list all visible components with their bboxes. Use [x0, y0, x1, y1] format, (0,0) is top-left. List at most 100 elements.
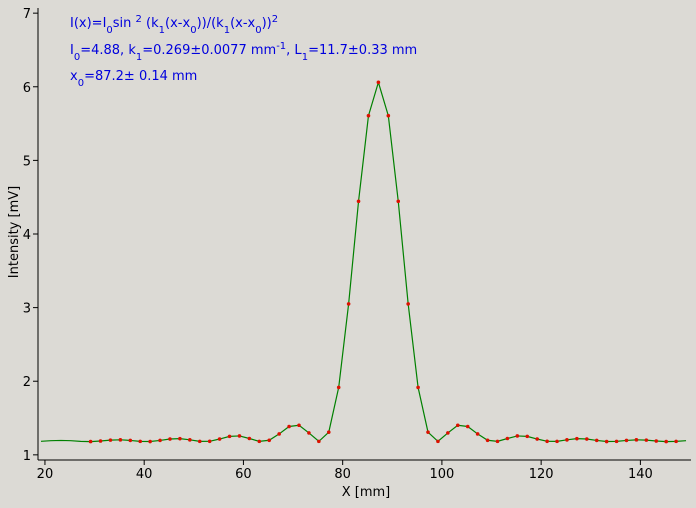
data-point — [237, 434, 242, 438]
annotation-part: 1 — [159, 25, 165, 36]
data-point — [247, 436, 252, 441]
y-tick-label: 3 — [23, 302, 31, 317]
data-point — [485, 438, 490, 443]
x-tick-label: 80 — [334, 467, 351, 482]
annotation-part: 0 — [78, 78, 84, 89]
y-tick-label: 6 — [23, 81, 31, 96]
data-point — [207, 439, 212, 444]
data-point — [386, 113, 391, 118]
y-axis-label: Intensity [mV] — [7, 186, 22, 278]
annotation-part: I — [70, 43, 74, 58]
data-point — [307, 431, 311, 435]
data-point — [197, 439, 202, 444]
x-tick-label: 60 — [235, 467, 252, 482]
data-point — [376, 80, 381, 85]
data-point — [525, 434, 530, 439]
data-point — [277, 432, 281, 436]
data-point — [356, 199, 361, 204]
data-point — [88, 439, 93, 444]
data-point — [148, 439, 152, 444]
annotation-part: (k — [142, 16, 159, 31]
data-point — [505, 436, 510, 441]
data-point — [575, 436, 579, 441]
fit-line — [40, 80, 687, 443]
annotation-part: 2 — [272, 14, 278, 25]
y-tick-label: 7 — [23, 7, 31, 22]
annotation-part: (x-x — [165, 16, 190, 31]
data-point — [326, 430, 331, 434]
annotation-part: 0 — [190, 25, 196, 36]
annotation-part: sin — [113, 16, 136, 31]
data-point — [366, 113, 371, 118]
data-point — [455, 423, 460, 428]
y-tick-label: 4 — [23, 228, 31, 243]
data-point — [465, 424, 470, 429]
data-point — [346, 302, 351, 306]
annotation-part: 1 — [302, 52, 308, 63]
data-point — [654, 439, 659, 443]
annotation-part: ))/(k — [197, 16, 225, 31]
annotation-part: 0 — [255, 25, 261, 36]
data-point — [584, 437, 589, 441]
data-point — [336, 385, 341, 390]
data-point — [535, 437, 539, 441]
data-point — [475, 432, 480, 436]
annotation-part: 1 — [136, 52, 142, 63]
annotation-part: , L — [286, 43, 302, 58]
data-point — [426, 430, 430, 434]
annotation-part: 2 — [136, 14, 142, 25]
data-point — [406, 302, 410, 306]
annotation-part: -1 — [276, 41, 286, 52]
data-point — [515, 434, 520, 438]
annotation-part: =11.7±0.33 mm — [308, 43, 417, 58]
annotation-part: )) — [262, 16, 272, 31]
data-point — [614, 439, 619, 444]
data-point — [257, 439, 262, 444]
data-point — [416, 385, 420, 390]
x-axis-label: X [mm] — [342, 485, 391, 500]
data-point — [446, 431, 450, 435]
annotation-part: 1 — [224, 25, 230, 36]
data-point — [178, 436, 182, 441]
data-point — [604, 439, 609, 444]
data-point — [98, 439, 103, 443]
data-point — [664, 439, 668, 444]
annotation-part: 0 — [106, 25, 112, 36]
annotation-part: 0 — [74, 52, 80, 63]
data-point — [168, 437, 172, 441]
annotation-part: =0.269±0.0077 mm — [142, 43, 276, 58]
annotation-part: I(x)=I — [70, 16, 106, 31]
data-point — [396, 199, 401, 204]
x-tick-label: 20 — [37, 467, 54, 482]
annotation: I0=4.88, k1=0.269±0.0077 mm-1, L1=11.7±0… — [70, 41, 417, 63]
data-point — [317, 439, 321, 444]
x-tick-label: 120 — [529, 467, 554, 482]
data-point — [644, 438, 649, 442]
y-tick-label: 1 — [23, 449, 31, 464]
annotation: x0=87.2± 0.14 mm — [70, 69, 197, 89]
data-point — [128, 438, 133, 443]
data-point — [188, 438, 192, 442]
data-point — [545, 439, 549, 444]
data-point — [565, 438, 569, 442]
data-point — [297, 423, 301, 428]
y-tick-label: 5 — [23, 154, 31, 169]
data-point — [555, 439, 559, 444]
data-point — [118, 438, 123, 442]
x-tick-label: 40 — [136, 467, 153, 482]
annotation-part: (x-x — [230, 16, 255, 31]
data-point — [138, 439, 143, 444]
data-point — [217, 437, 222, 441]
annotation-part: =4.88, k — [80, 43, 136, 58]
data-point — [287, 424, 291, 429]
data-point — [108, 438, 113, 442]
data-point — [624, 438, 629, 443]
data-point — [495, 439, 500, 444]
data-point — [674, 439, 678, 444]
y-tick-label: 2 — [23, 375, 31, 390]
annotation: I(x)=I0sin 2 (k1(x-x0))/(k1(x-x0))2 — [70, 14, 278, 36]
data-point — [436, 439, 440, 444]
annotation-part: =87.2± 0.14 mm — [84, 69, 197, 84]
